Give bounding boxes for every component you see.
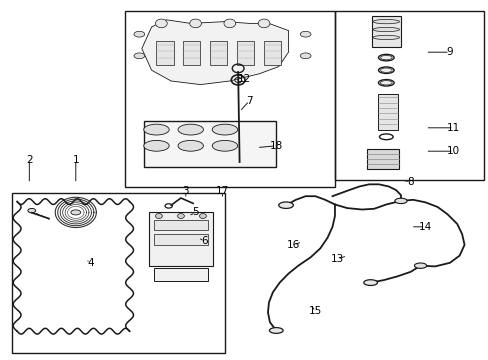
- Circle shape: [224, 19, 235, 28]
- Ellipse shape: [212, 140, 237, 151]
- Ellipse shape: [380, 68, 391, 72]
- Circle shape: [199, 213, 206, 219]
- Ellipse shape: [28, 208, 36, 213]
- Bar: [144, 121, 276, 167]
- Text: 13: 13: [330, 254, 344, 264]
- Ellipse shape: [269, 328, 283, 333]
- Bar: [156, 41, 173, 65]
- Bar: [366, 149, 398, 169]
- Text: 10: 10: [447, 146, 459, 156]
- Circle shape: [177, 213, 184, 219]
- Text: 8: 8: [407, 177, 413, 187]
- Bar: [149, 212, 212, 266]
- Ellipse shape: [380, 81, 391, 85]
- Ellipse shape: [134, 53, 144, 59]
- Text: 12: 12: [237, 74, 251, 84]
- Text: 17: 17: [215, 186, 229, 196]
- Text: 14: 14: [418, 222, 431, 232]
- Bar: [154, 220, 207, 230]
- Ellipse shape: [394, 198, 406, 204]
- Ellipse shape: [380, 55, 391, 60]
- Bar: [154, 268, 207, 281]
- Text: 1: 1: [72, 155, 79, 165]
- Ellipse shape: [278, 202, 293, 208]
- Bar: [237, 41, 254, 65]
- Text: 4: 4: [87, 258, 94, 268]
- Ellipse shape: [372, 19, 399, 24]
- Circle shape: [155, 213, 162, 219]
- Bar: [334, 11, 483, 180]
- Text: 5: 5: [192, 207, 199, 217]
- Ellipse shape: [300, 53, 310, 59]
- Ellipse shape: [134, 31, 144, 37]
- Bar: [377, 94, 397, 130]
- Ellipse shape: [178, 140, 203, 151]
- Bar: [154, 234, 207, 245]
- Ellipse shape: [212, 124, 237, 135]
- Ellipse shape: [143, 124, 169, 135]
- Text: 18: 18: [269, 141, 283, 151]
- Text: 11: 11: [446, 123, 460, 133]
- Text: 16: 16: [286, 240, 300, 250]
- Bar: [183, 41, 200, 65]
- Ellipse shape: [363, 280, 377, 285]
- Text: 6: 6: [201, 236, 207, 246]
- Text: 3: 3: [182, 186, 189, 196]
- Text: 2: 2: [26, 155, 33, 165]
- Ellipse shape: [372, 35, 399, 40]
- Bar: [371, 16, 400, 47]
- Ellipse shape: [300, 31, 310, 37]
- Text: 9: 9: [446, 47, 452, 57]
- Bar: [12, 193, 224, 353]
- Circle shape: [155, 19, 167, 28]
- Bar: [210, 41, 227, 65]
- Ellipse shape: [143, 140, 169, 151]
- Text: 15: 15: [308, 306, 322, 316]
- Circle shape: [189, 19, 201, 28]
- Bar: [264, 41, 281, 65]
- Bar: [124, 11, 334, 187]
- Circle shape: [258, 19, 269, 28]
- Polygon shape: [142, 20, 288, 85]
- Text: 7: 7: [245, 96, 252, 106]
- Ellipse shape: [71, 210, 81, 215]
- Ellipse shape: [178, 124, 203, 135]
- Ellipse shape: [372, 27, 399, 32]
- Ellipse shape: [414, 263, 426, 269]
